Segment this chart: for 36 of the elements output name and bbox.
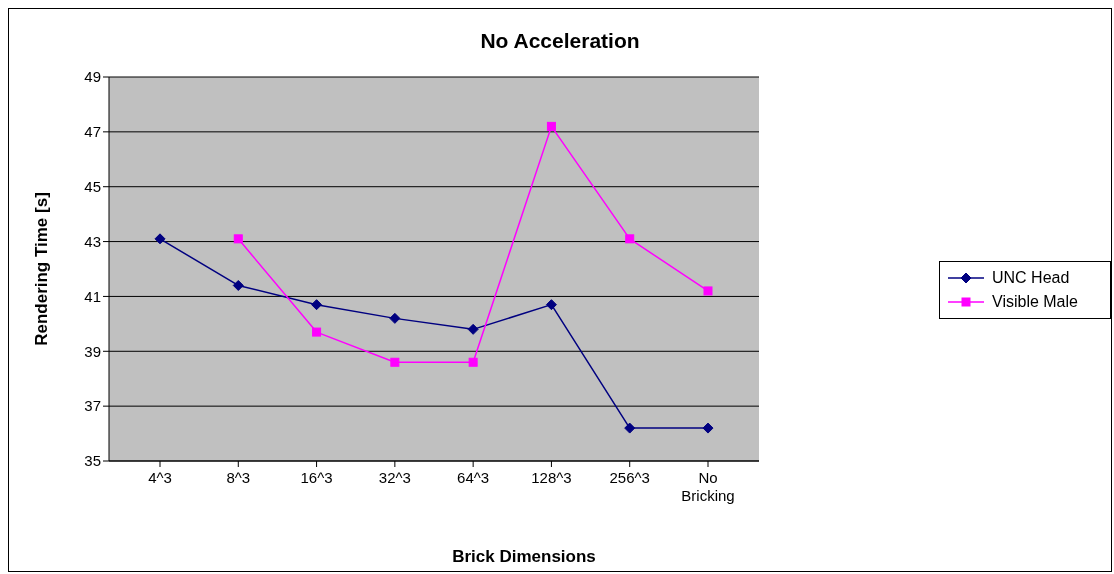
y-axis-title: Rendering Time [s] [32,192,52,346]
x-tick-label: No Bricking [681,469,735,504]
point [154,233,166,245]
point [702,422,714,434]
x-tick-label: 256^3 [609,469,650,486]
point [312,327,322,337]
y-tick-label: 43 [84,232,101,250]
point [545,299,557,311]
x-tick-label: 128^3 [531,469,572,486]
y-tick-label: 35 [84,452,101,470]
point [468,357,478,367]
x-axis-title: Brick Dimensions [451,547,597,567]
point [546,121,556,131]
point [232,279,244,291]
x-tick-label: 32^3 [378,469,411,486]
y-tick-label: 39 [84,342,101,360]
point [389,312,401,324]
point [233,234,243,244]
legend-label: Visible Male [992,293,1078,311]
y-tick-label: 45 [84,178,101,196]
x-tick-label: 4^3 [148,469,172,486]
y-tick-label: 47 [84,123,101,141]
x-tick-label: 64^3 [457,469,490,486]
point [467,323,479,335]
point [390,357,400,367]
point [624,422,636,434]
y-tick-label: 49 [84,68,101,86]
point [311,299,323,311]
point [625,234,635,244]
point [703,286,713,296]
x-tick-label: 16^3 [300,469,333,486]
y-tick-label: 37 [84,397,101,415]
chart-title: No Acceleration [479,29,641,53]
legend-label: UNC Head [992,269,1070,287]
y-tick-label: 41 [84,287,101,305]
x-tick-label: 8^3 [226,469,251,486]
